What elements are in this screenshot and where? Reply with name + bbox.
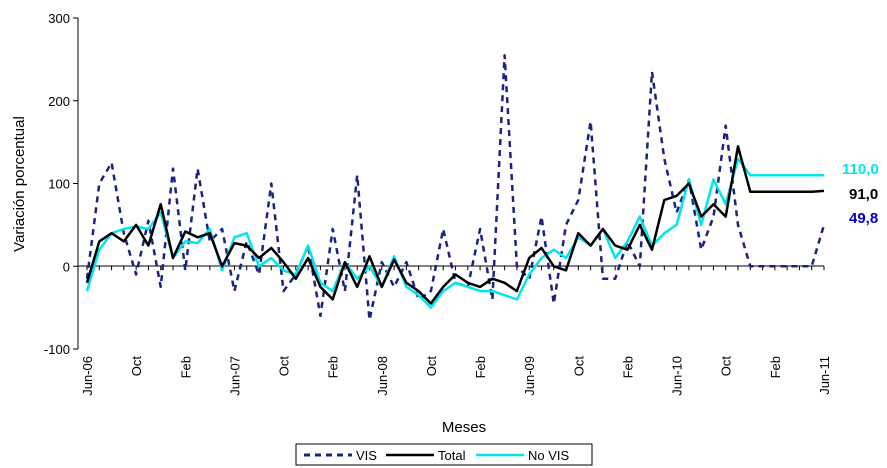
y-ticks: 300 200 100 0 -100 — [44, 11, 78, 357]
legend-label-total: Total — [438, 448, 466, 463]
x-tick-label: Oct — [571, 356, 586, 377]
x-tick-label: Jun-09 — [522, 356, 537, 396]
x-tick-label: Jun-11 — [817, 356, 832, 395]
legend-label-no-vis: No VIS — [528, 448, 570, 463]
legend: VIS Total No VIS — [295, 443, 593, 466]
x-tick-label: Jun-10 — [670, 356, 685, 396]
legend-box — [295, 443, 593, 466]
series-line-vis — [85, 53, 826, 322]
end-label-total: 91,0 — [849, 186, 878, 203]
end-label-no-vis: 110,0 — [842, 161, 879, 178]
y-tick-label: 300 — [48, 11, 70, 26]
x-tick-label: Feb — [473, 356, 488, 378]
x-tick-label: Jun-06 — [80, 356, 95, 396]
y-tick-label: -100 — [44, 342, 70, 357]
x-tick-label: Feb — [178, 356, 193, 378]
x-tick-label: Feb — [326, 356, 341, 378]
y-tick-label: 200 — [48, 94, 70, 109]
x-tick-label: Feb — [620, 356, 635, 378]
y-tick-label: 0 — [63, 259, 70, 274]
end-labels: 110,0 91,0 49,8 — [842, 161, 879, 227]
end-label-vis: 49,8 — [849, 210, 878, 227]
y-axis-title: Variación porcentual — [11, 116, 28, 252]
x-tick-label: Oct — [129, 356, 144, 377]
x-tick-label: Oct — [424, 356, 439, 377]
series-line-total — [85, 145, 825, 305]
x-tick-label: Feb — [768, 356, 783, 378]
x-axis-title: Meses — [442, 419, 486, 436]
x-tick-label: Jun-08 — [375, 356, 390, 396]
legend-label-vis: VIS — [356, 448, 377, 463]
y-tick-label: 100 — [48, 177, 70, 192]
series-lines — [85, 53, 826, 322]
series-line-no-vis — [85, 157, 824, 309]
x-ticks: Jun-06 Oct Feb Jun-07 Oct Feb Jun-08 Oct Feb Jun-… — [80, 266, 832, 396]
x-tick-label: Jun-07 — [227, 356, 242, 396]
x-tick-label: Oct — [719, 356, 734, 377]
x-tick-label: Oct — [277, 356, 292, 377]
